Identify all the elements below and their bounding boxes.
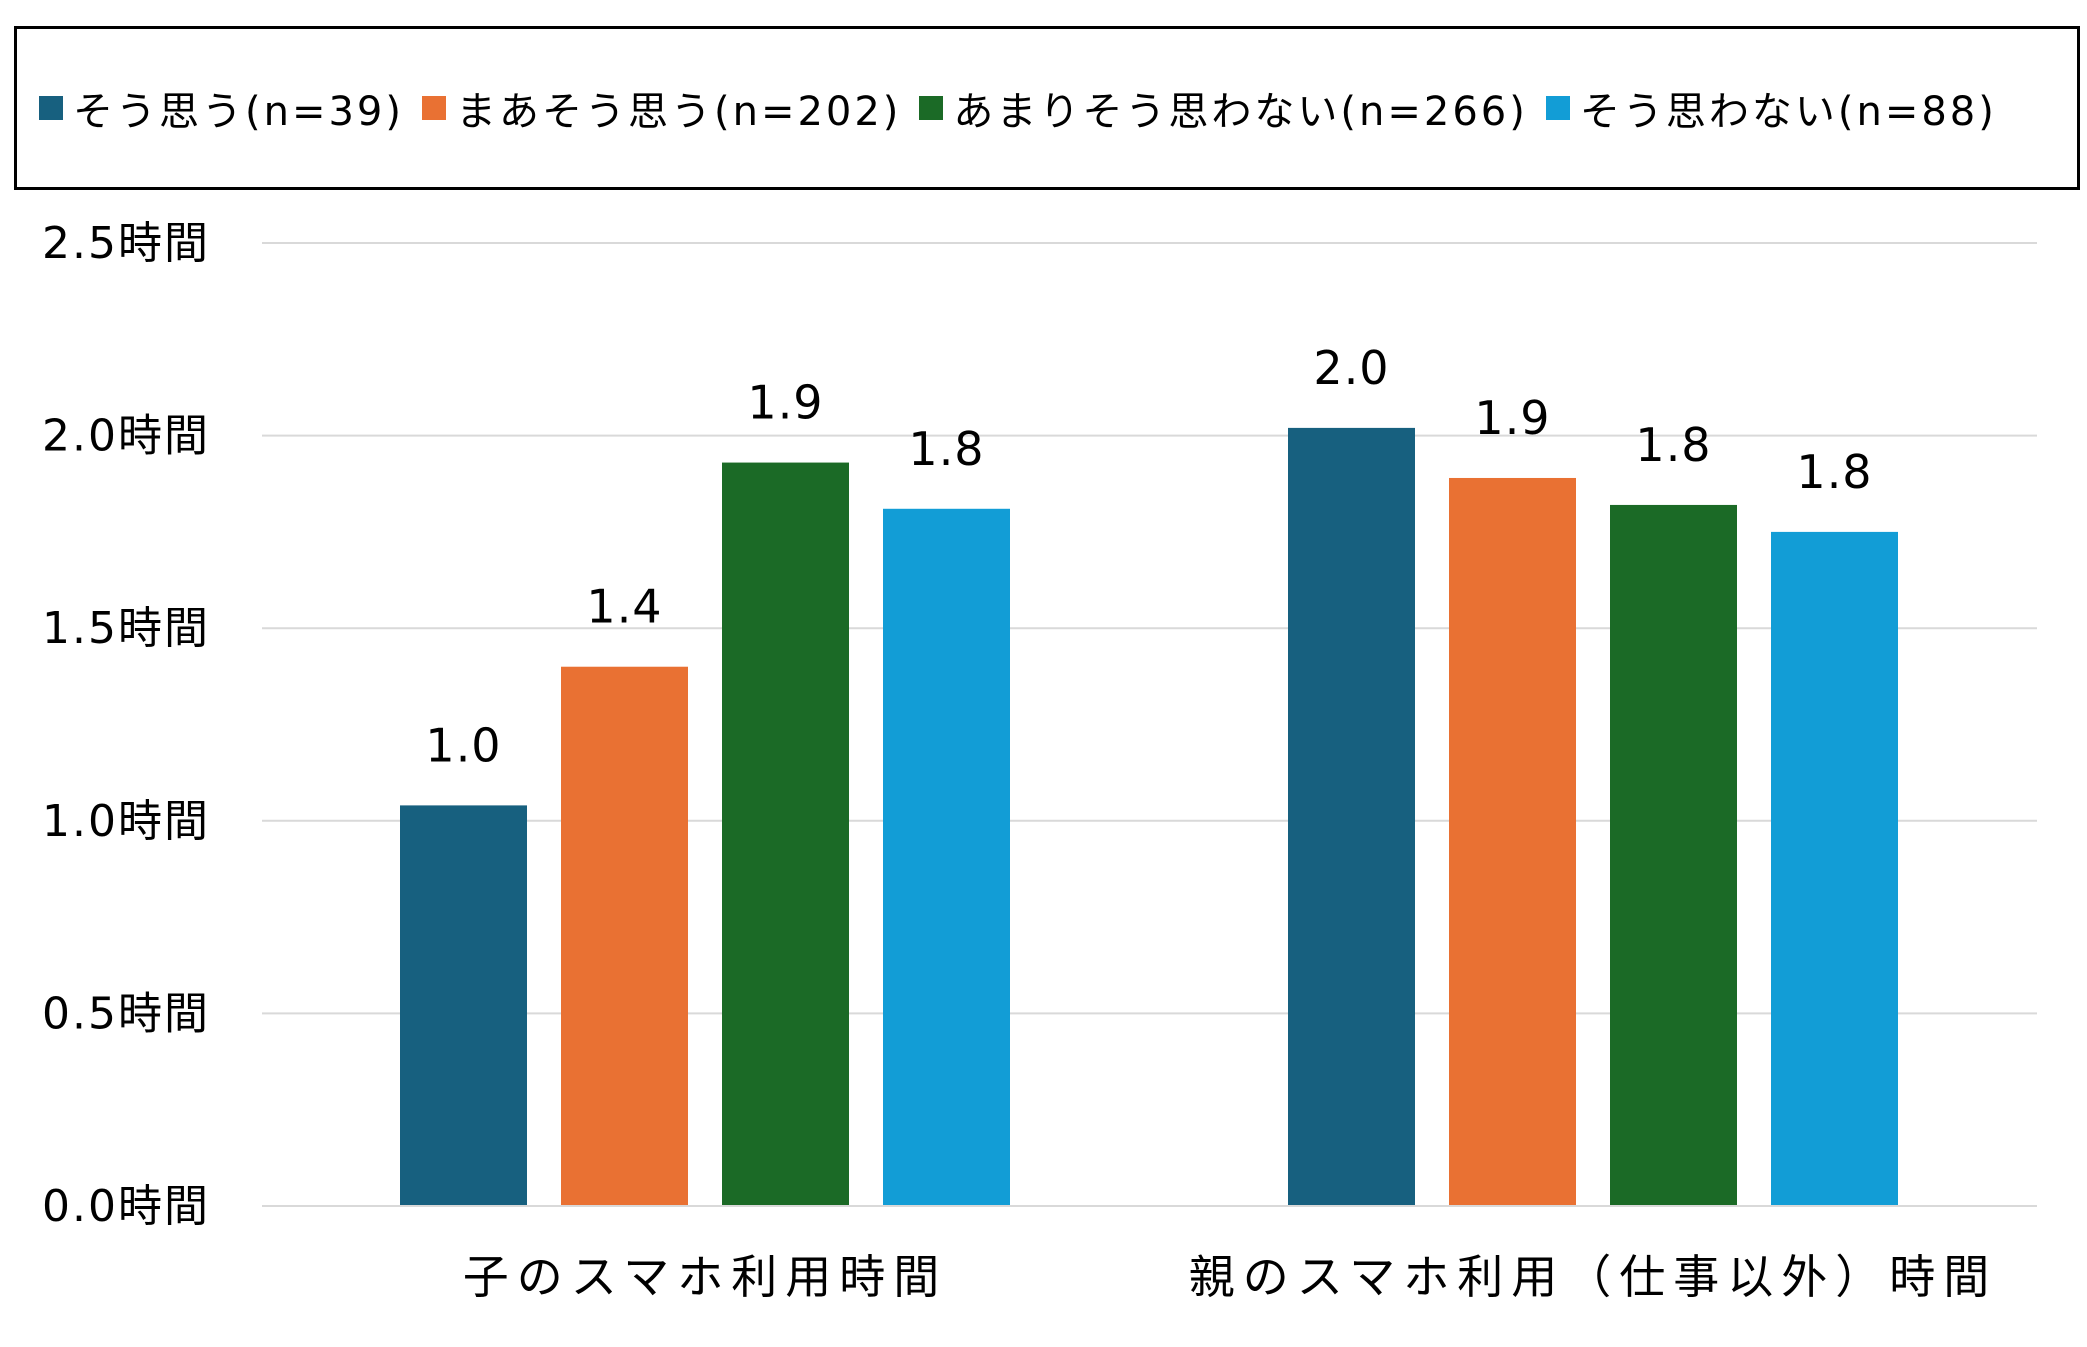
data-label: 1.9: [747, 376, 823, 430]
legend-entry: あまりそう思わない(n=266): [919, 79, 1527, 137]
legend-entry: まあそう思う(n=202): [421, 79, 902, 137]
data-label: 2.0: [1313, 341, 1389, 395]
legend-label: そう思う(n=39): [73, 89, 404, 135]
legend-swatch: [919, 96, 944, 120]
bar: [400, 805, 527, 1206]
category-label: 親のスマホ利用（仕事以外）時間: [1189, 1250, 1998, 1304]
legend-entry: そう思わない(n=88): [1545, 79, 1997, 137]
y-tick-label: 2.0時間: [42, 411, 210, 462]
bar: [1610, 504, 1737, 1206]
legend: そう思う(n=39) まあそう思う(n=202) あまりそう思わない(n=266) そ…: [39, 29, 1997, 187]
data-label: 1.9: [1474, 391, 1550, 445]
data-label: 1.0: [425, 718, 501, 772]
category-label: 子のスマホ利用時間: [463, 1250, 948, 1304]
y-tick-label: 1.0時間: [42, 796, 210, 847]
data-label: 1.8: [908, 422, 984, 476]
data-label: 1.8: [1635, 418, 1711, 472]
y-tick-label: 1.5時間: [42, 603, 210, 654]
legend-box: そう思う(n=39) まあそう思う(n=202) あまりそう思わない(n=266) そ…: [14, 26, 2080, 190]
bar: [561, 666, 688, 1206]
bar: [722, 462, 849, 1207]
legend-label: まあそう思う(n=202): [455, 89, 902, 135]
data-label: 1.4: [586, 580, 662, 634]
legend-label: あまりそう思わない(n=266): [953, 89, 1528, 135]
y-tick-label: 0.5時間: [42, 988, 210, 1039]
legend-label: そう思わない(n=88): [1579, 89, 1997, 135]
bar: [1449, 477, 1576, 1206]
bar: [1288, 427, 1415, 1206]
legend-swatch: [1545, 96, 1570, 120]
y-tick-label: 2.5時間: [42, 218, 210, 269]
legend-swatch: [39, 96, 63, 120]
y-tick-label: 0.0時間: [42, 1181, 210, 1232]
bar: [883, 508, 1010, 1207]
bar: [1771, 531, 1898, 1206]
legend-entry: そう思う(n=39): [39, 79, 404, 137]
data-label: 1.8: [1796, 445, 1872, 499]
legend-swatch: [421, 96, 446, 120]
